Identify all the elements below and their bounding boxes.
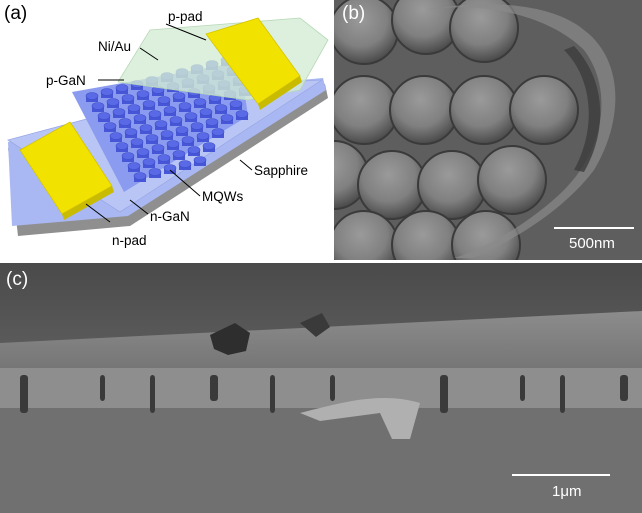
nanorod-top (85, 92, 99, 100)
sem-cross-section-panel (0, 263, 642, 513)
nanorod-top (121, 94, 135, 102)
sem-nanorod (417, 150, 487, 220)
panel-a-label: (a) (4, 3, 28, 24)
mqws-label: MQWs (202, 189, 244, 204)
nanorod-top (205, 118, 219, 126)
nanorod-top (199, 108, 213, 116)
nanorod-top (196, 132, 210, 140)
etched-rim (424, 4, 616, 258)
nanorod-top (190, 122, 204, 130)
nanorod-top (229, 100, 243, 108)
nanorod-top (193, 98, 207, 106)
nanorod-top (121, 152, 135, 160)
void (560, 375, 565, 413)
nanorod-top (100, 88, 114, 96)
nanorod-top (166, 140, 180, 148)
scale-bar-b-text: 500nm (569, 235, 615, 252)
sem-nanorod (449, 0, 519, 63)
nanorod-top (136, 148, 150, 156)
nanorod-top (115, 84, 129, 92)
nanorod-top (163, 106, 177, 114)
nanorod-top (184, 112, 198, 120)
nanorod-top (202, 142, 216, 150)
nanorod-top (169, 116, 183, 124)
nanorod-top (148, 110, 162, 118)
void (620, 375, 628, 401)
nanorod-top (145, 134, 159, 142)
nanorod-top (136, 90, 150, 98)
nanorod-top (157, 96, 171, 104)
ni-au-label: Ni/Au (98, 39, 132, 54)
nanorod-top (133, 172, 147, 180)
scale-bar-c-text: 1μm (552, 483, 582, 500)
nanorod-top (133, 114, 147, 122)
sem-cross-section-image (0, 263, 642, 513)
nanorod-top (130, 138, 144, 146)
sem-top-view-image (334, 0, 642, 260)
nanorod-top (163, 164, 177, 172)
nanorod-top (235, 110, 249, 118)
sem-nanorod-grid (334, 0, 579, 260)
p-gan-label: p-GaN (46, 73, 86, 88)
surface-debris (210, 323, 250, 355)
nanorod-top (187, 146, 201, 154)
void (210, 375, 218, 401)
sapphire-label: Sapphire (254, 163, 309, 178)
nanorod-top (220, 114, 234, 122)
panel-b-label: (b) (342, 3, 366, 24)
nanorod-top (151, 144, 165, 152)
nanorod-top (127, 104, 141, 112)
nanorod-top (142, 158, 156, 166)
nanorod-top (178, 102, 192, 110)
sem-nanorod (509, 75, 579, 145)
nanorod-top (193, 156, 207, 164)
nanorod-top (172, 150, 186, 158)
nanorod-top (106, 98, 120, 106)
sem-nanorod (389, 75, 459, 145)
void (520, 375, 525, 401)
void (330, 375, 335, 401)
nanorod-top (172, 92, 186, 100)
nanorod-top (142, 100, 156, 108)
nanorod-top (103, 122, 117, 130)
nanorod-top (124, 128, 138, 136)
void (270, 375, 275, 413)
nanorod-top (160, 130, 174, 138)
nanorod-top (157, 154, 171, 162)
n-pad-label: n-pad (112, 233, 147, 248)
device-schematic-panel (0, 0, 330, 260)
nanorod-top (115, 142, 129, 150)
nanorod-top (112, 108, 126, 116)
sem-nanorod (334, 75, 399, 145)
void (20, 375, 28, 413)
sem-nanorod (451, 210, 521, 260)
nanorod-top (178, 160, 192, 168)
void (100, 375, 105, 401)
void (440, 375, 448, 413)
sem-nanorod (449, 75, 519, 145)
nanorod-top (97, 112, 111, 120)
device-schematic-drawing (7, 17, 329, 236)
nanorod-top (175, 126, 189, 134)
panel-c-label: (c) (6, 269, 29, 290)
nanorod-top (214, 104, 228, 112)
nanorod-top (148, 168, 162, 176)
cross-section-voids (20, 375, 628, 413)
nanorod-top (127, 162, 141, 170)
void (150, 375, 155, 413)
sem-top-view-panel (334, 0, 642, 260)
nanorod-top (109, 132, 123, 140)
n-gan-label: n-GaN (150, 209, 190, 224)
p-pad-label: p-pad (168, 9, 203, 24)
nanorod-top (211, 128, 225, 136)
nanorod-top (91, 102, 105, 110)
sem-nanorod (357, 150, 427, 220)
sem-nanorod (477, 145, 547, 215)
nanorod-top (181, 136, 195, 144)
nanorod-top (118, 118, 132, 126)
nanorod-top (154, 120, 168, 128)
nanorod-top (139, 124, 153, 132)
